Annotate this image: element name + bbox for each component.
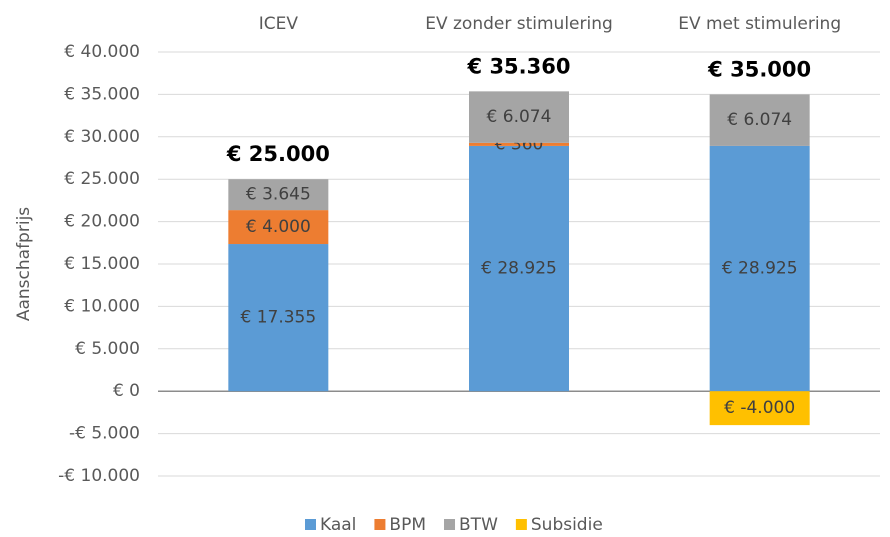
- bar-segment: [709, 391, 810, 426]
- bar-segment: [709, 94, 810, 146]
- legend-label: BPM: [389, 515, 426, 535]
- legend-label: BTW: [459, 515, 498, 535]
- y-axis-title: Aanschafprijs: [14, 207, 34, 321]
- legend-swatch: [444, 519, 456, 530]
- y-tick-label: -€ 10.000: [58, 466, 140, 486]
- total-label: € 25.000: [226, 142, 330, 166]
- value-label: € 28.925: [722, 259, 798, 279]
- value-label: € 6.074: [487, 107, 552, 127]
- y-tick-label: € 0: [113, 381, 140, 401]
- bar-segment: [469, 142, 569, 146]
- bar-segment: [469, 145, 569, 392]
- category-label: EV met stimulering: [678, 14, 841, 34]
- total-label: € 35.360: [467, 54, 571, 78]
- category-label: EV zonder stimulering: [425, 14, 613, 34]
- y-tick-label: € 25.000: [64, 169, 140, 189]
- bar-segment: [228, 210, 329, 245]
- value-label: € 3.645: [246, 185, 311, 205]
- y-tick-label: € 10.000: [64, 296, 140, 316]
- legend-swatch: [374, 519, 386, 530]
- y-tick-label: -€ 5.000: [69, 424, 140, 444]
- bar-segment: [228, 244, 329, 392]
- value-label: € -4.000: [724, 398, 795, 418]
- value-label: € 6.074: [727, 110, 792, 130]
- legend-label: Subsidie: [531, 515, 603, 535]
- value-label: € 4.000: [246, 217, 311, 237]
- value-label: € 17.355: [240, 308, 316, 328]
- y-tick-label: € 20.000: [64, 212, 140, 232]
- y-tick-label: € 35.000: [64, 84, 140, 104]
- y-tick-label: € 15.000: [64, 254, 140, 274]
- legend-swatch: [515, 519, 527, 530]
- category-label: ICEV: [259, 14, 299, 34]
- y-tick-label: € 5.000: [75, 339, 140, 359]
- bar-segment: [469, 91, 569, 143]
- legend-label: Kaal: [320, 515, 356, 535]
- total-label: € 35.000: [707, 57, 811, 81]
- y-tick-label: € 40.000: [64, 42, 140, 62]
- legend-swatch: [305, 519, 316, 530]
- y-tick-label: € 30.000: [64, 127, 140, 147]
- value-label: € 28.925: [481, 259, 557, 279]
- bar-segment: [228, 179, 329, 211]
- bar-segment: [709, 145, 810, 392]
